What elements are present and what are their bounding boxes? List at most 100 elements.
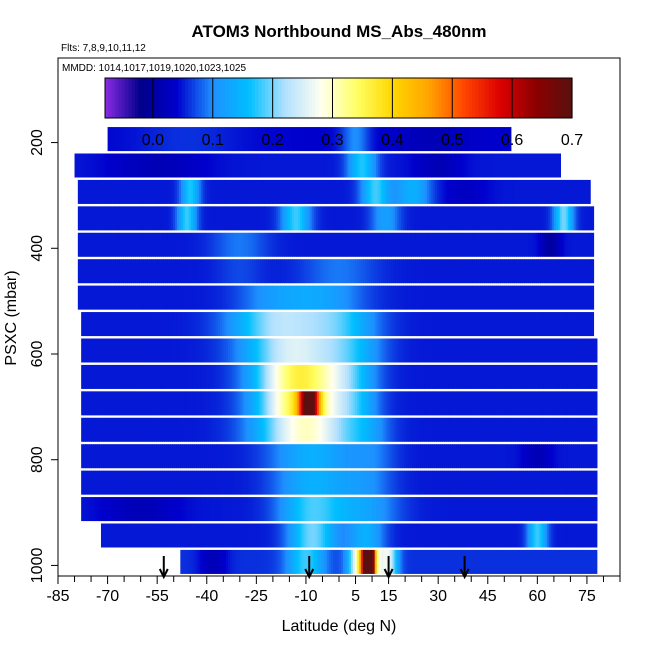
heatmap-cell xyxy=(158,523,161,548)
heatmap-cell xyxy=(204,285,208,310)
heatmap-cell xyxy=(567,391,570,416)
heatmap-cell xyxy=(557,259,561,284)
heatmap-cell xyxy=(146,444,150,469)
heatmap-cell xyxy=(559,523,562,548)
heatmap-cell xyxy=(137,285,140,310)
colorbar-segment xyxy=(238,78,243,118)
heatmap-cell xyxy=(129,285,132,310)
heatmap-cell xyxy=(91,312,94,337)
heatmap-cell xyxy=(559,470,562,495)
heatmap-cell xyxy=(415,206,418,231)
colorbar-segment xyxy=(201,78,206,118)
heatmap-cell xyxy=(271,417,275,442)
heatmap-cell xyxy=(341,206,345,231)
heatmap-cell xyxy=(110,153,113,178)
heatmap-cell xyxy=(81,444,84,469)
heatmap-cell xyxy=(541,338,544,363)
heatmap-cell xyxy=(173,259,176,284)
heatmap-cell xyxy=(278,259,281,284)
heatmap-cell xyxy=(487,497,491,522)
heatmap-cell xyxy=(456,127,460,152)
heatmap-cell xyxy=(293,444,296,469)
heatmap-cell xyxy=(233,312,237,337)
heatmap-cell xyxy=(229,417,233,442)
heatmap-cell xyxy=(161,232,164,257)
heatmap-cell xyxy=(254,232,257,257)
heatmap-cell xyxy=(479,364,483,389)
heatmap-cell xyxy=(81,364,84,389)
heatmap-cell xyxy=(368,312,372,337)
heatmap-cell xyxy=(404,391,407,416)
heatmap-cell xyxy=(536,206,539,231)
heatmap-cell xyxy=(517,497,521,522)
heatmap-cell xyxy=(206,549,209,574)
heatmap-cell xyxy=(306,153,310,178)
heatmap-cell xyxy=(128,338,132,363)
heatmap-cell xyxy=(188,259,192,284)
heatmap-cell xyxy=(364,391,368,416)
heatmap-cell xyxy=(513,391,517,416)
heatmap-cell xyxy=(514,259,517,284)
heatmap-cell xyxy=(590,391,594,416)
heatmap-cell xyxy=(97,470,100,495)
heatmap-cell xyxy=(263,523,267,548)
heatmap-cell xyxy=(565,259,569,284)
heatmap-cell xyxy=(456,391,459,416)
heatmap-cell xyxy=(102,523,106,548)
heatmap-cell xyxy=(90,153,93,178)
heatmap-cell xyxy=(378,549,382,574)
heatmap-cell xyxy=(116,417,120,442)
heatmap-cell xyxy=(396,497,400,522)
heatmap-cell xyxy=(467,444,471,469)
heatmap-cell xyxy=(285,444,288,469)
heatmap-cell xyxy=(133,259,136,284)
heatmap-cell xyxy=(205,153,208,178)
heatmap-cell xyxy=(553,312,556,337)
heatmap-cell xyxy=(531,549,534,574)
heatmap-cell xyxy=(231,497,235,522)
heatmap-cell xyxy=(157,232,160,257)
heatmap-cell xyxy=(196,364,199,389)
heatmap-cell xyxy=(81,259,85,284)
heatmap-cell xyxy=(252,232,255,257)
heatmap-cell xyxy=(473,391,477,416)
heatmap-cell xyxy=(495,523,499,548)
heatmap-cell xyxy=(528,232,531,257)
heatmap-cell xyxy=(160,364,163,389)
heatmap-cell xyxy=(587,179,591,204)
heatmap-cell xyxy=(450,285,454,310)
heatmap-cell xyxy=(190,179,194,204)
heatmap-cell xyxy=(85,206,89,231)
x-tick-label: -70 xyxy=(96,588,119,605)
heatmap-cell xyxy=(561,259,565,284)
heatmap-cell xyxy=(428,417,431,442)
heatmap-cell xyxy=(222,285,226,310)
colorbar-segment xyxy=(338,78,343,118)
heatmap-cell xyxy=(303,497,306,522)
heatmap-cell xyxy=(255,444,259,469)
heatmap-cell xyxy=(87,232,91,257)
heatmap-cell xyxy=(297,470,300,495)
heatmap-cell xyxy=(393,179,396,204)
heatmap-cell xyxy=(206,497,209,522)
heatmap-cell xyxy=(442,391,445,416)
heatmap-cell xyxy=(521,470,524,495)
heatmap-cell xyxy=(257,338,261,363)
heatmap-cell xyxy=(257,549,261,574)
heatmap-cell xyxy=(502,153,506,178)
heatmap-cell xyxy=(471,470,475,495)
heatmap-cell xyxy=(315,338,318,363)
heatmap-cell xyxy=(543,497,546,522)
heatmap-cell xyxy=(190,285,194,310)
heatmap-cell xyxy=(339,232,343,257)
heatmap-cell xyxy=(486,206,489,231)
heatmap-cell xyxy=(376,391,380,416)
heatmap-cell xyxy=(233,391,237,416)
heatmap-cell xyxy=(198,312,201,337)
heatmap-cell xyxy=(483,312,487,337)
heatmap-cell xyxy=(591,285,595,310)
heatmap-cell xyxy=(319,179,323,204)
heatmap-cell xyxy=(509,497,513,522)
heatmap-cell xyxy=(440,497,443,522)
heatmap-cell xyxy=(81,470,84,495)
